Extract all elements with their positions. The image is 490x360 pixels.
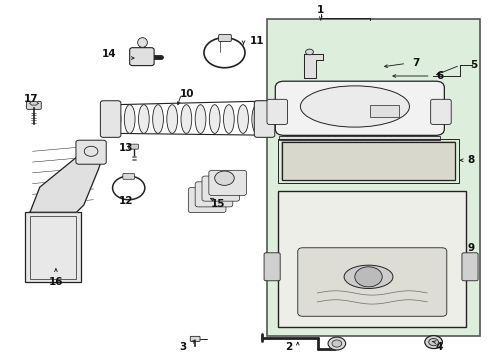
Text: 10: 10 (180, 89, 195, 99)
Text: 8: 8 (467, 155, 474, 165)
FancyBboxPatch shape (275, 81, 444, 135)
Bar (267, 19, 480, 336)
Circle shape (306, 49, 314, 55)
Text: 2: 2 (285, 342, 293, 352)
Ellipse shape (181, 105, 192, 134)
Ellipse shape (153, 105, 163, 134)
Text: 16: 16 (49, 277, 63, 287)
FancyBboxPatch shape (462, 253, 478, 281)
Circle shape (215, 171, 234, 185)
Circle shape (425, 336, 442, 348)
Bar (279, 136, 441, 140)
Text: 6: 6 (437, 71, 444, 81)
Ellipse shape (223, 105, 234, 134)
Bar (30, 216, 76, 279)
FancyBboxPatch shape (195, 182, 233, 207)
FancyBboxPatch shape (431, 99, 451, 125)
Ellipse shape (167, 105, 177, 134)
FancyBboxPatch shape (202, 176, 240, 201)
FancyBboxPatch shape (100, 101, 121, 137)
Circle shape (355, 267, 382, 287)
Text: 17: 17 (24, 94, 38, 104)
Circle shape (328, 337, 345, 350)
Ellipse shape (195, 105, 206, 134)
FancyBboxPatch shape (254, 101, 275, 137)
Ellipse shape (238, 105, 248, 134)
FancyBboxPatch shape (26, 102, 41, 109)
FancyBboxPatch shape (76, 140, 106, 164)
Text: 11: 11 (249, 36, 264, 46)
FancyBboxPatch shape (209, 170, 246, 195)
Text: 12: 12 (119, 196, 133, 206)
Ellipse shape (139, 105, 149, 134)
FancyBboxPatch shape (130, 48, 154, 66)
FancyBboxPatch shape (123, 174, 135, 179)
Ellipse shape (209, 105, 220, 134)
Circle shape (429, 338, 439, 346)
Polygon shape (30, 140, 103, 212)
Text: 3: 3 (180, 342, 187, 352)
Ellipse shape (252, 105, 263, 134)
Polygon shape (304, 54, 323, 78)
Text: 4: 4 (436, 342, 443, 352)
Bar (278, 191, 466, 327)
Ellipse shape (110, 105, 121, 134)
Ellipse shape (300, 86, 410, 127)
FancyBboxPatch shape (190, 336, 200, 341)
Bar (278, 139, 459, 183)
Circle shape (332, 340, 342, 347)
Text: 13: 13 (119, 143, 133, 153)
FancyBboxPatch shape (264, 253, 280, 281)
FancyBboxPatch shape (219, 35, 231, 41)
Text: 14: 14 (101, 49, 116, 59)
FancyBboxPatch shape (369, 105, 399, 117)
FancyBboxPatch shape (298, 248, 447, 316)
Bar (282, 142, 455, 180)
Text: 15: 15 (210, 199, 225, 210)
FancyBboxPatch shape (188, 188, 226, 213)
FancyBboxPatch shape (129, 144, 139, 149)
Ellipse shape (124, 105, 135, 134)
FancyBboxPatch shape (267, 99, 288, 125)
Ellipse shape (344, 265, 393, 288)
Bar (25, 212, 81, 282)
Text: 1: 1 (317, 5, 324, 15)
Text: 7: 7 (412, 58, 420, 68)
Text: 9: 9 (467, 243, 474, 253)
Polygon shape (29, 102, 38, 105)
Text: 5: 5 (470, 60, 477, 70)
